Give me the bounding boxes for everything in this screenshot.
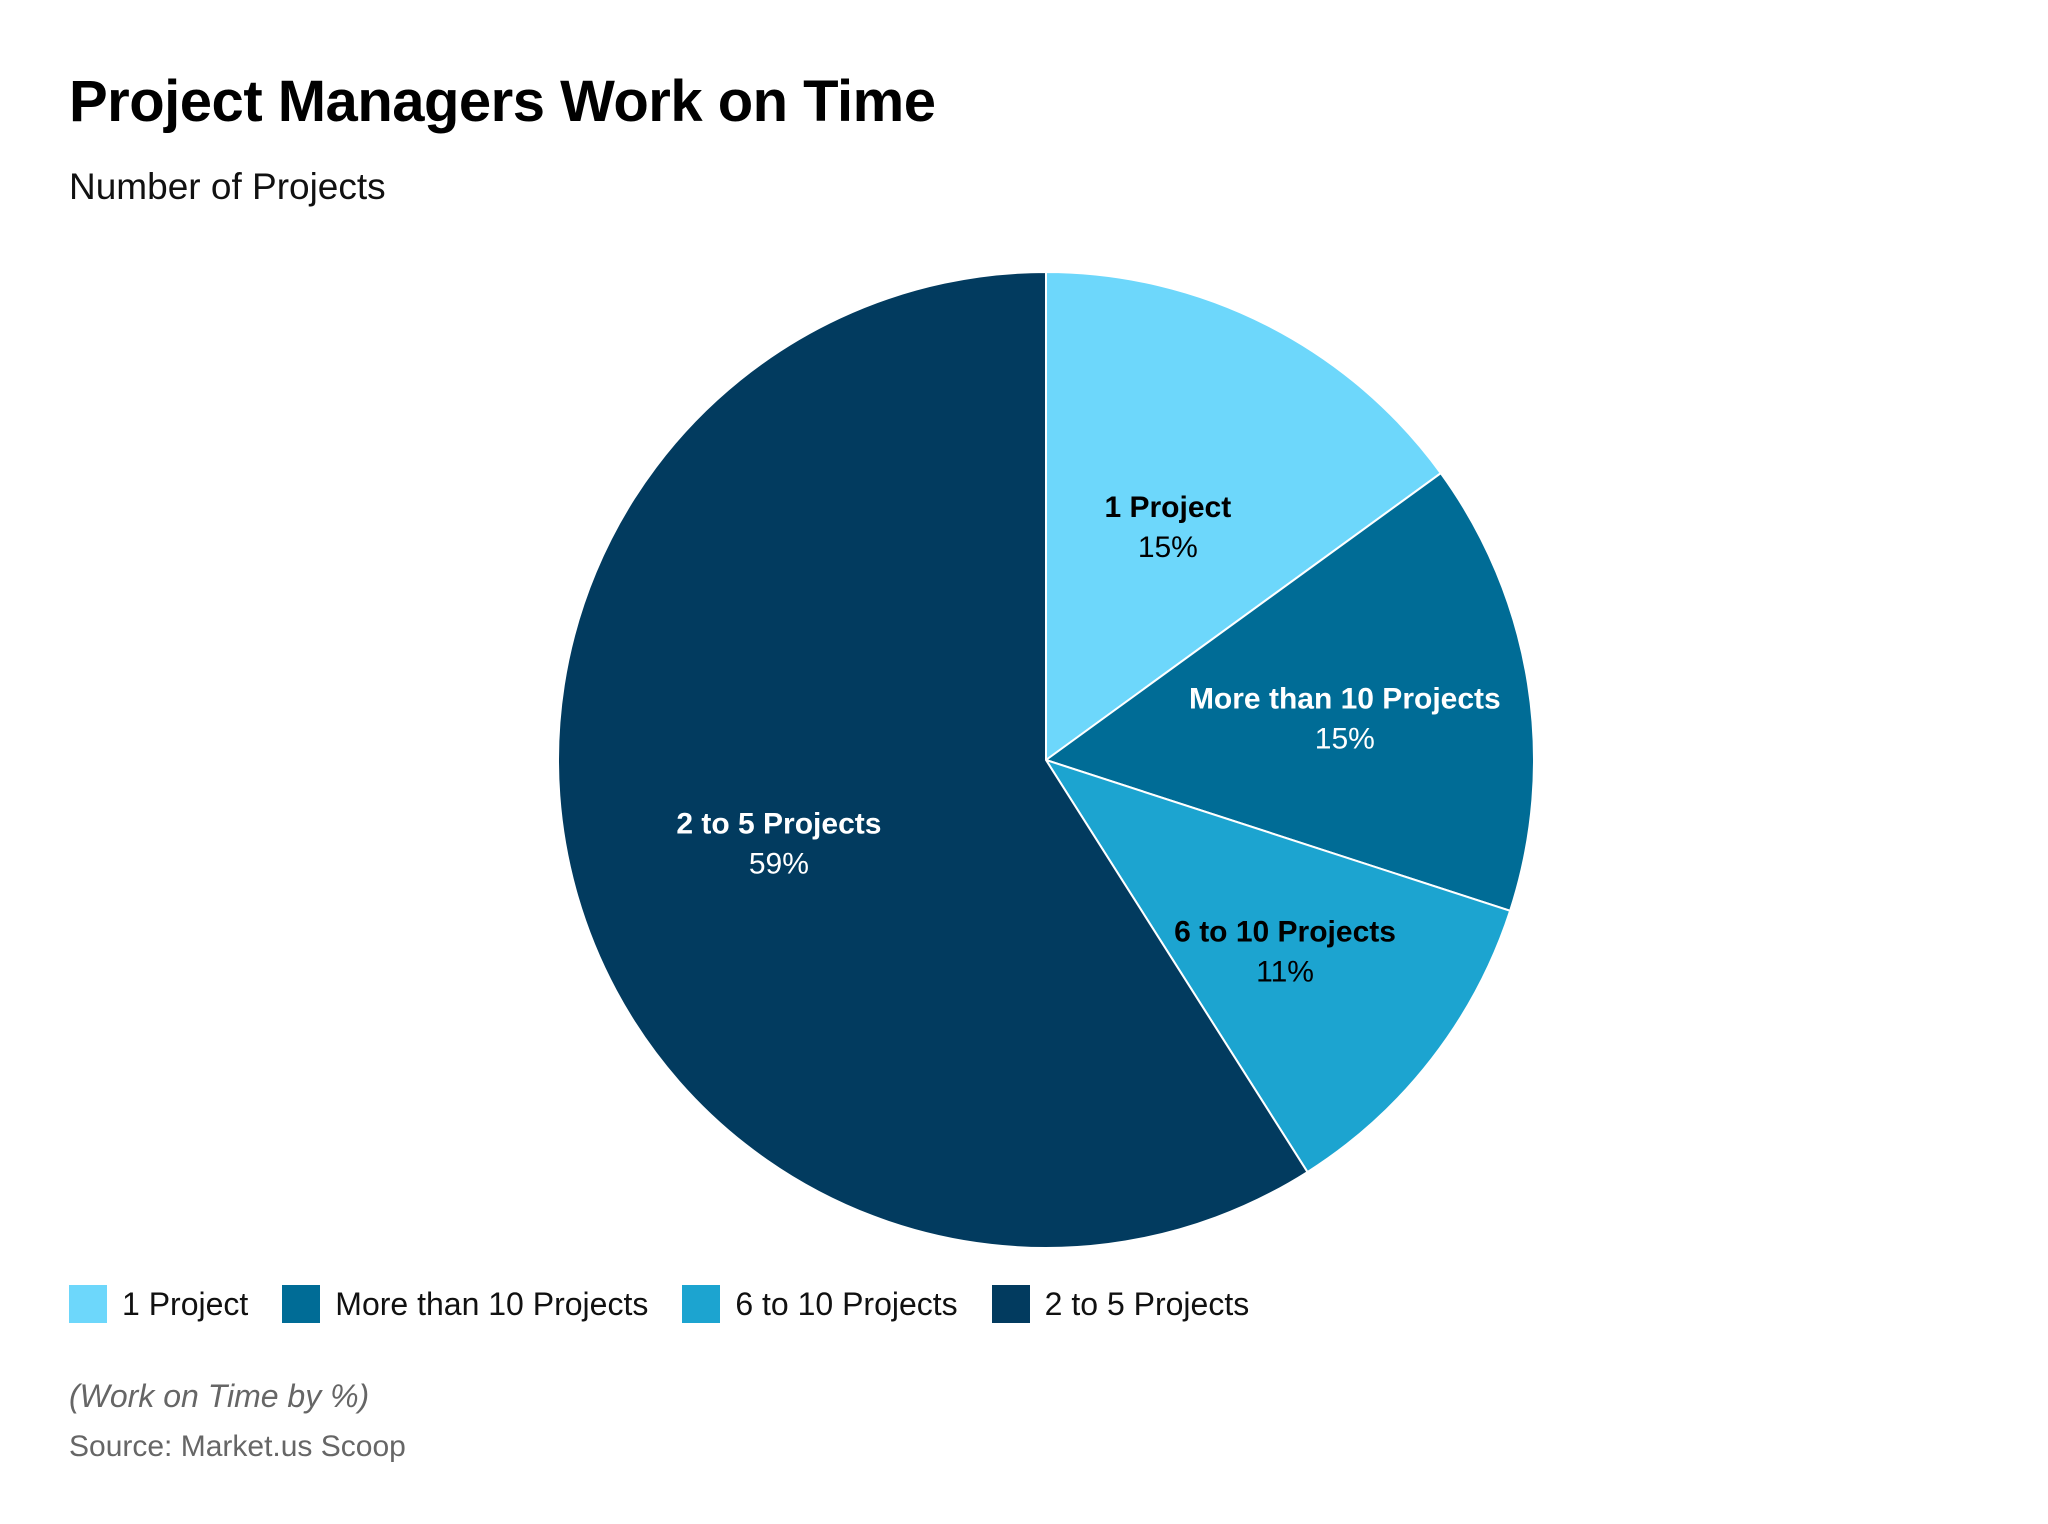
legend-label: 1 Project (122, 1285, 249, 1322)
slice-label-value: 15% (1315, 723, 1375, 756)
slice-label-name: 2 to 5 Projects (676, 808, 881, 841)
legend-swatch (282, 1285, 321, 1323)
legend-swatch (682, 1285, 721, 1323)
pie-slice-more-than-10-projects (1043, 471, 1535, 913)
legend-swatch (69, 1285, 107, 1323)
slice-label-value: 59% (749, 848, 809, 881)
legend-item: 2 to 5 Projects (991, 1285, 1250, 1323)
slice-label-name: More than 10 Projects (1189, 683, 1501, 716)
pie-slice-labels: 1 Project 15% More than 10 Projects 15% 6 to… (676, 491, 1500, 989)
legend-label: 6 to 10 Projects (735, 1285, 958, 1322)
pie-slice-6-to-10-projects (1043, 758, 1512, 1174)
legend-item: 1 Project (69, 1285, 248, 1323)
slice-label-name: 1 Project (1104, 491, 1231, 524)
slice-label-name: 6 to 10 Projects (1174, 915, 1396, 948)
chart-subtitle: Number of Projects (69, 166, 386, 207)
pie-slices (556, 270, 1535, 1249)
pie-slice-2-to-5-projects (556, 270, 1309, 1249)
legend-label: More than 10 Projects (335, 1285, 649, 1322)
pie-slice-1-project (1045, 270, 1443, 762)
slice-label-value: 15% (1138, 531, 1198, 564)
pie-chart: 1 Project 15% More than 10 Projects 15% 6 to… (556, 270, 1535, 1249)
legend-item: More than 10 Projects (282, 1285, 648, 1323)
chart-source: Source: Market.us Scoop (69, 1430, 406, 1463)
legend-label: 2 to 5 Projects (1044, 1285, 1250, 1322)
legend-item: 6 to 10 Projects (682, 1285, 958, 1323)
chart-note: (Work on Time by %) (69, 1378, 370, 1414)
slice-label-value: 11% (1256, 955, 1314, 988)
chart-title: Project Managers Work on Time (69, 69, 936, 134)
chart-legend: 1 Project More than 10 Projects 6 to 10 Pr… (69, 1285, 1283, 1323)
legend-swatch (991, 1285, 1030, 1323)
